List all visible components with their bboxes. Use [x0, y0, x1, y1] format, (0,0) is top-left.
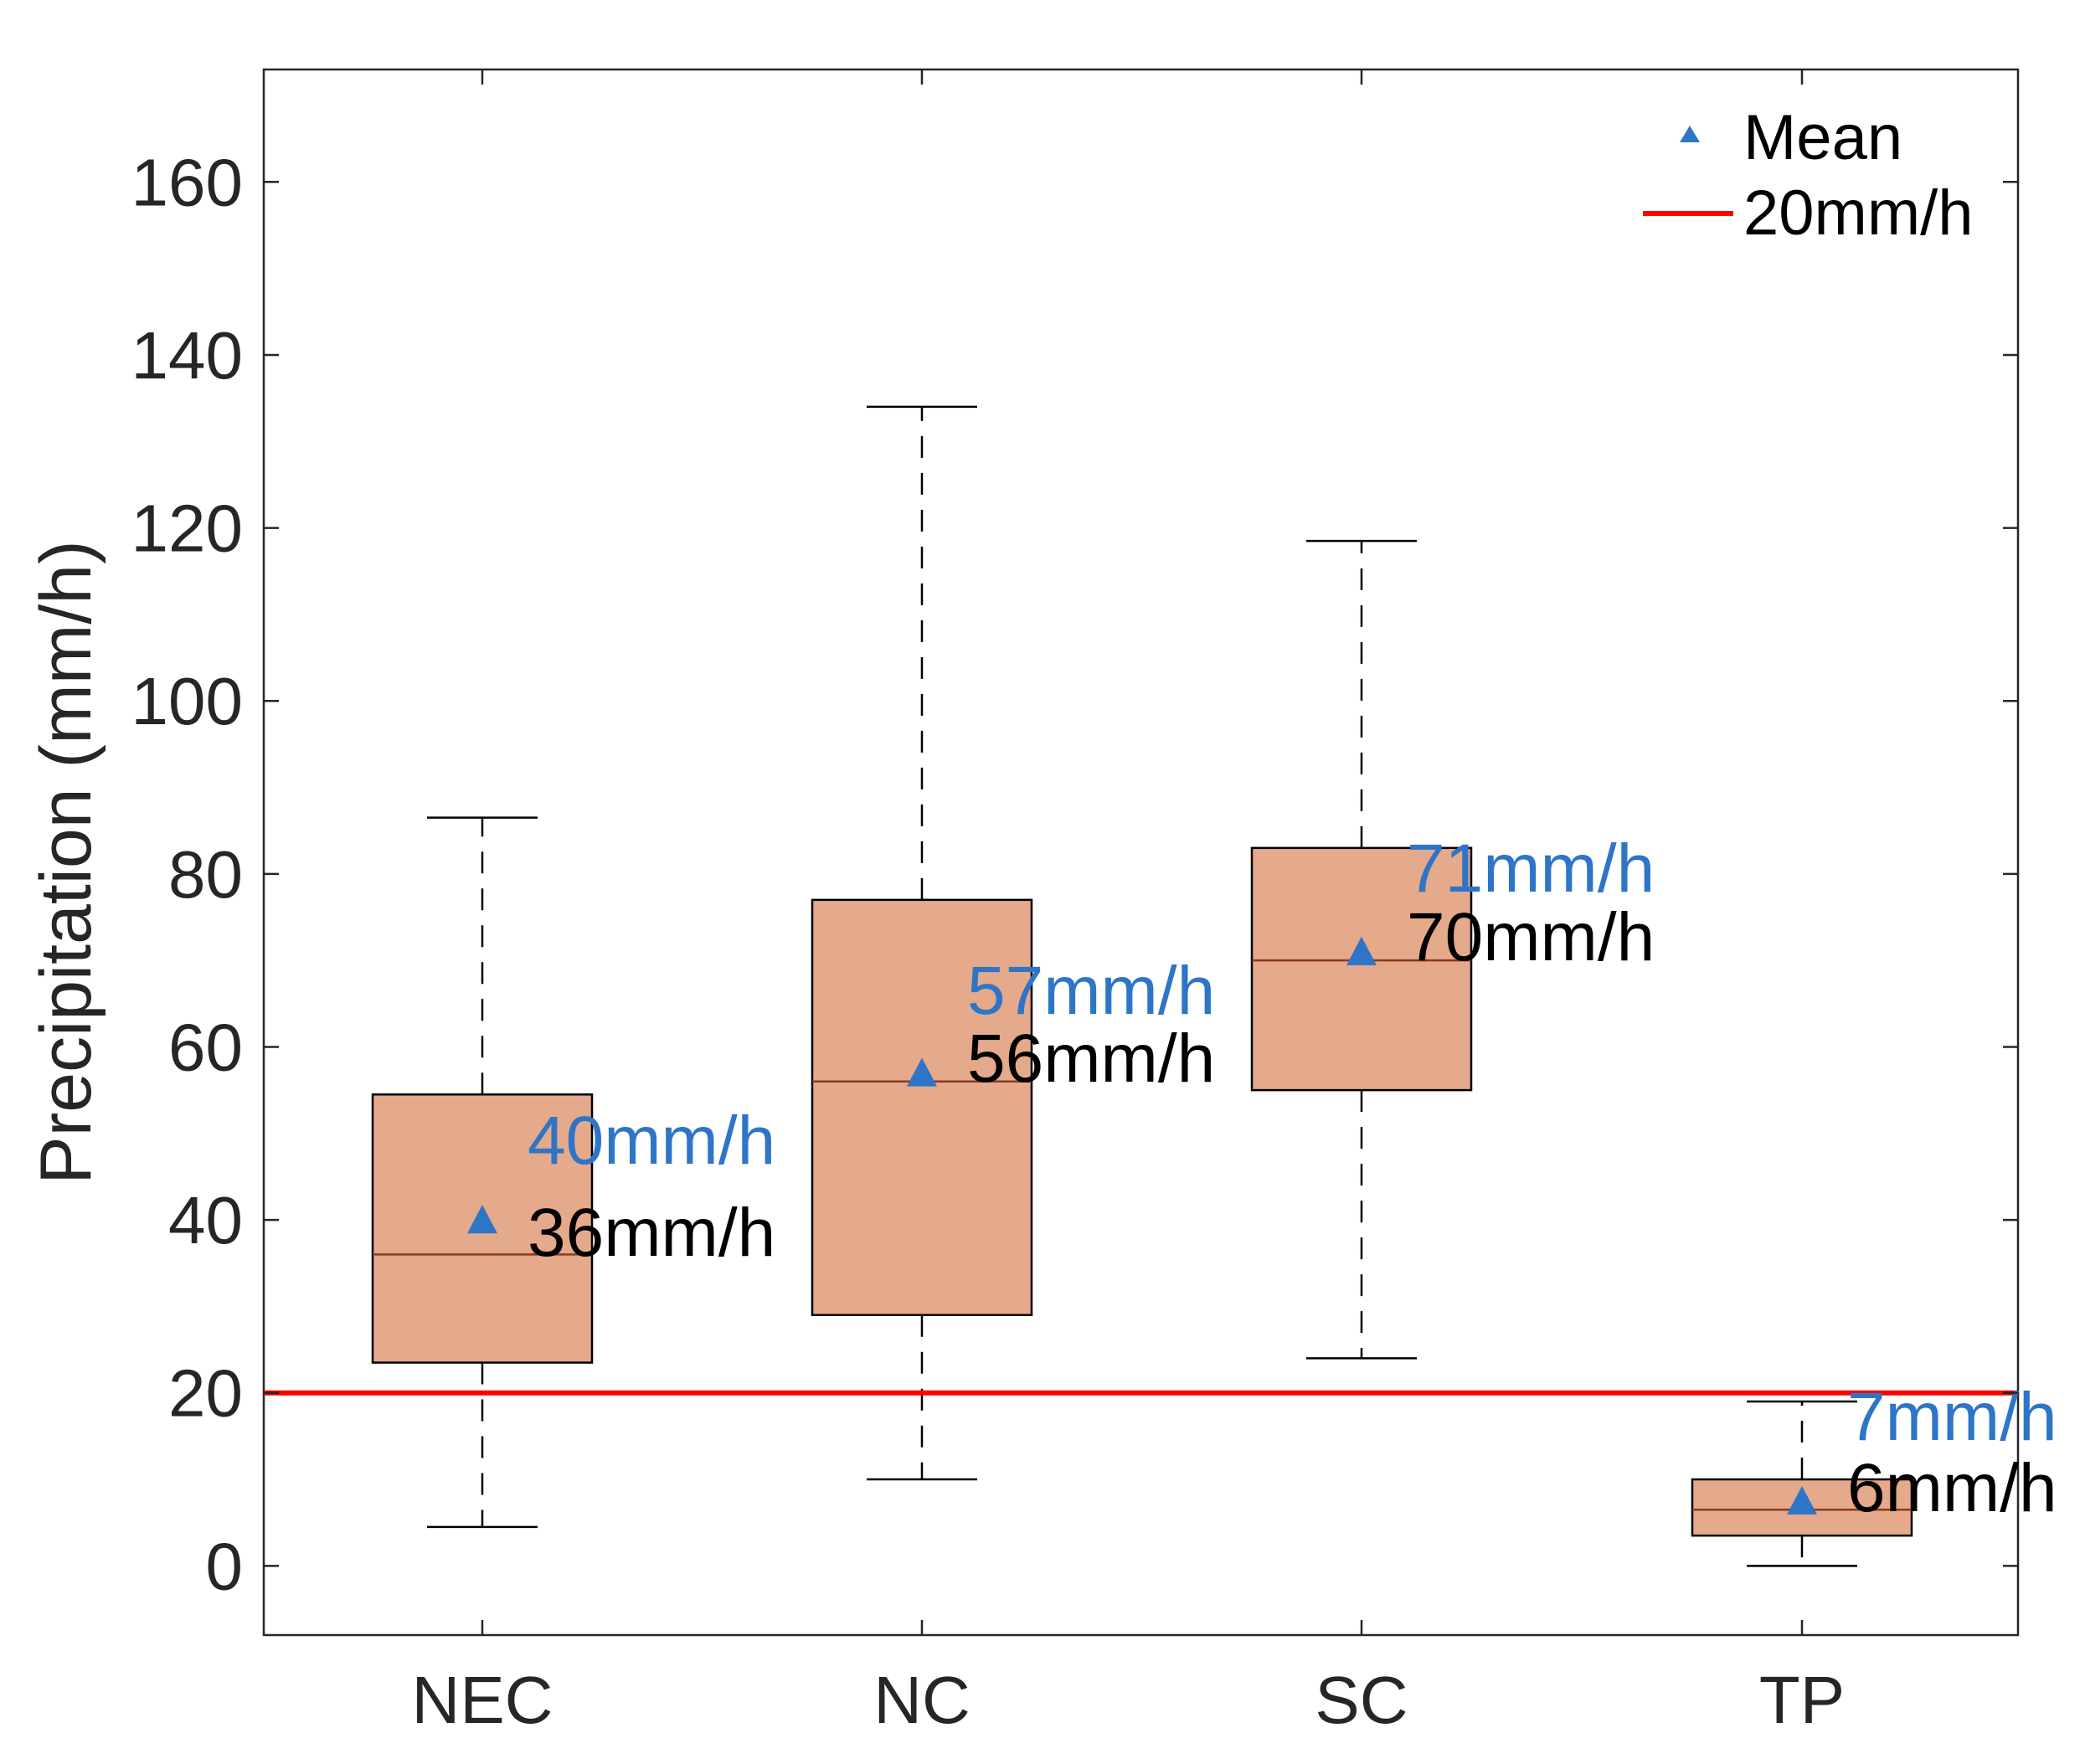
- mean-marker: [1787, 1485, 1817, 1515]
- iqr-box: [1250, 846, 1473, 1092]
- median-value-label: 6mm/h: [1847, 1450, 2057, 1526]
- y-axis-title: Precipitation (mm/h): [26, 540, 106, 1184]
- x-tick-label: TP: [1759, 1663, 1845, 1737]
- y-tick-label: 140: [131, 318, 243, 393]
- box-nc: [811, 405, 1033, 1481]
- x-tick-label: NC: [873, 1663, 970, 1737]
- x-tick-label: NEC: [412, 1663, 553, 1737]
- y-tick-label: 100: [131, 664, 243, 738]
- mean-marker: [467, 1205, 497, 1234]
- tick-labels-layer: 0 20 40 60 80 100 120 140 160 NEC NC SC TP: [131, 69, 2018, 1737]
- axes-frame-layer: [262, 68, 2020, 1637]
- box-tp: [1691, 1400, 1913, 1567]
- box-nec: [371, 816, 594, 1529]
- legend-entry-mean: Mean: [1680, 102, 1902, 173]
- mean-value-label: 57mm/h: [967, 953, 1215, 1029]
- iqr-box: [811, 898, 1033, 1316]
- y-tick-label: 0: [206, 1529, 244, 1603]
- median-value-label: 56mm/h: [967, 1021, 1215, 1097]
- boxes-layer: [371, 405, 1913, 1567]
- y-tick-label: 40: [168, 1183, 243, 1257]
- axes-frame: [262, 68, 2020, 1637]
- x-tick-label: SC: [1315, 1663, 1408, 1737]
- legend-triangle-icon: [1680, 126, 1700, 142]
- mean-marker: [1346, 936, 1377, 966]
- y-tick-label: 120: [131, 491, 243, 566]
- y-tick-label: 160: [131, 145, 243, 219]
- legend-label-reference: 20mm/h: [1743, 177, 1974, 249]
- y-tick-label: 20: [168, 1356, 243, 1431]
- legend-label-mean: Mean: [1743, 102, 1902, 173]
- mean-value-label: 7mm/h: [1847, 1379, 2057, 1455]
- median-value-label: 70mm/h: [1407, 899, 1655, 975]
- median-value-label: 36mm/h: [528, 1195, 775, 1271]
- y-tick-label: 60: [168, 1010, 243, 1084]
- mean-value-label: 71mm/h: [1407, 831, 1655, 907]
- box-sc: [1250, 539, 1473, 1360]
- mean-marker: [907, 1057, 937, 1087]
- mean-value-label: 40mm/h: [528, 1103, 775, 1179]
- legend-entry-reference: 20mm/h: [1643, 177, 1974, 249]
- y-tick-label: 80: [168, 837, 243, 912]
